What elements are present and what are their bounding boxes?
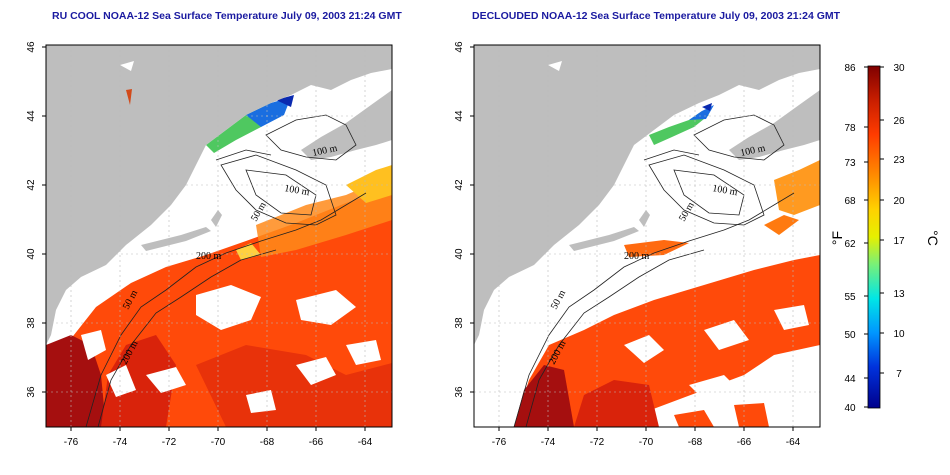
fahrenheit-tick: 86 bbox=[844, 63, 856, 74]
lat-tick-label: 44 bbox=[26, 110, 37, 122]
lon-tick-label: -70 bbox=[639, 437, 654, 448]
celsius-tick: 23 bbox=[893, 155, 905, 166]
fahrenheit-unit-label: °F bbox=[829, 231, 845, 245]
lon-tick-label: -72 bbox=[162, 437, 177, 448]
right-map-title: DECLOUDED NOAA-12 Sea Surface Temperatur… bbox=[472, 10, 841, 22]
contour-label: 200 m bbox=[624, 251, 650, 262]
celsius-tick: 17 bbox=[893, 236, 905, 247]
left-map-frame bbox=[45, 44, 393, 428]
contour-label: 200 m bbox=[196, 251, 222, 262]
fahrenheit-tick: 50 bbox=[844, 330, 856, 341]
lat-tick-label: 46 bbox=[26, 41, 37, 53]
lat-tick-label: 46 bbox=[454, 41, 465, 53]
lat-tick-label: 42 bbox=[26, 179, 37, 191]
lat-tick-label: 40 bbox=[454, 248, 465, 260]
lon-tick-label: -74 bbox=[113, 437, 128, 448]
left-map-title: RU COOL NOAA-12 Sea Surface Temperature … bbox=[52, 10, 402, 22]
lat-tick-label: 36 bbox=[454, 386, 465, 398]
lon-tick-label: -64 bbox=[786, 437, 801, 448]
fahrenheit-tick: 40 bbox=[844, 403, 856, 414]
left-sst-map: 100 m 100 m 50 m 200 m 50 m 200 m -76 -7… bbox=[26, 41, 393, 448]
fahrenheit-tick: 73 bbox=[844, 158, 856, 169]
contour-label: 100 m bbox=[739, 143, 766, 159]
contour-label: 100 m bbox=[283, 183, 310, 198]
celsius-tick: 13 bbox=[893, 289, 905, 300]
fahrenheit-tick: 78 bbox=[844, 123, 856, 134]
celsius-unit-label: °C bbox=[925, 230, 941, 246]
fahrenheit-tick: 55 bbox=[844, 292, 856, 303]
lon-tick-label: -66 bbox=[309, 437, 324, 448]
right-map-frame bbox=[473, 44, 821, 428]
right-sst-map: 100 m 100 m 50 m 200 m 50 m 200 m -76 -7… bbox=[454, 41, 821, 448]
lat-tick-label: 42 bbox=[454, 179, 465, 191]
lon-tick-label: -76 bbox=[492, 437, 507, 448]
lat-tick-label: 40 bbox=[26, 248, 37, 260]
lon-tick-label: -64 bbox=[358, 437, 373, 448]
lat-tick-label: 36 bbox=[26, 386, 37, 398]
lon-tick-label: -68 bbox=[260, 437, 275, 448]
lat-tick-label: 38 bbox=[454, 317, 465, 329]
lat-tick-label: 44 bbox=[454, 110, 465, 122]
lon-tick-label: -74 bbox=[541, 437, 556, 448]
contour-label: 100 m bbox=[711, 183, 738, 198]
lon-tick-label: -72 bbox=[590, 437, 605, 448]
lon-tick-label: -70 bbox=[211, 437, 226, 448]
fahrenheit-tick: 68 bbox=[844, 196, 856, 207]
celsius-tick: 7 bbox=[896, 369, 902, 380]
temperature-colorbar: 86 78 73 68 62 55 50 44 40 30 26 23 20 1… bbox=[829, 63, 941, 414]
celsius-tick: 26 bbox=[893, 116, 905, 127]
lat-tick-label: 38 bbox=[26, 317, 37, 329]
colorbar-gradient bbox=[867, 65, 881, 409]
celsius-tick: 10 bbox=[893, 329, 905, 340]
celsius-tick: 20 bbox=[893, 196, 905, 207]
lon-tick-label: -76 bbox=[64, 437, 79, 448]
contour-label: 100 m bbox=[311, 143, 338, 159]
lon-tick-label: -66 bbox=[737, 437, 752, 448]
fahrenheit-tick: 44 bbox=[844, 374, 856, 385]
celsius-tick: 30 bbox=[893, 63, 905, 74]
lon-tick-label: -68 bbox=[688, 437, 703, 448]
fahrenheit-tick: 62 bbox=[844, 239, 856, 250]
